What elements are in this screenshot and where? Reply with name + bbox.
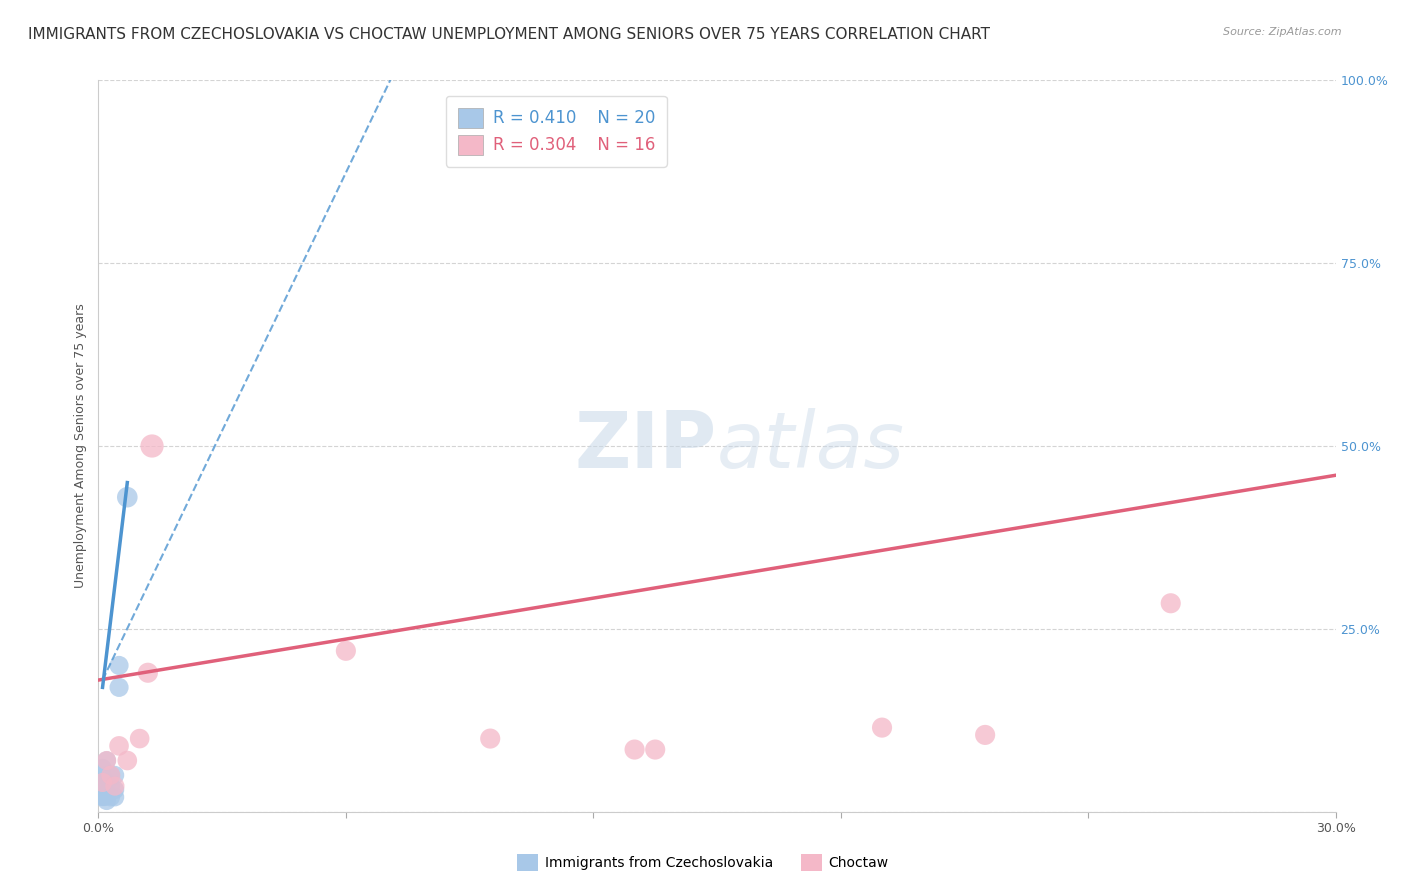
- Point: [974, 728, 997, 742]
- Y-axis label: Unemployment Among Seniors over 75 years: Unemployment Among Seniors over 75 years: [75, 303, 87, 589]
- Point: [108, 739, 131, 753]
- Point: [100, 768, 122, 782]
- Point: [100, 768, 122, 782]
- Point: [96, 754, 118, 768]
- Point: [91, 790, 114, 805]
- Text: atlas: atlas: [717, 408, 905, 484]
- Point: [91, 775, 114, 789]
- Point: [96, 754, 118, 768]
- Point: [1160, 596, 1182, 610]
- Legend: R = 0.410    N = 20, R = 0.304    N = 16: R = 0.410 N = 20, R = 0.304 N = 16: [446, 96, 666, 167]
- Point: [870, 721, 893, 735]
- Legend: Immigrants from Czechoslovakia, Choctaw: Immigrants from Czechoslovakia, Choctaw: [512, 848, 894, 876]
- Point: [104, 790, 127, 805]
- Point: [90, 790, 112, 805]
- Point: [128, 731, 150, 746]
- Point: [104, 782, 127, 797]
- Point: [117, 490, 139, 504]
- Point: [93, 775, 115, 789]
- Point: [335, 644, 357, 658]
- Point: [108, 681, 131, 695]
- Point: [100, 790, 122, 805]
- Point: [104, 768, 127, 782]
- Point: [91, 761, 114, 775]
- Point: [96, 775, 118, 789]
- Point: [644, 742, 666, 756]
- Point: [623, 742, 645, 756]
- Point: [108, 658, 131, 673]
- Point: [479, 731, 502, 746]
- Point: [100, 779, 122, 793]
- Text: IMMIGRANTS FROM CZECHOSLOVAKIA VS CHOCTAW UNEMPLOYMENT AMONG SENIORS OVER 75 YEA: IMMIGRANTS FROM CZECHOSLOVAKIA VS CHOCTA…: [28, 27, 990, 42]
- Point: [91, 775, 114, 789]
- Point: [141, 439, 163, 453]
- Point: [96, 794, 118, 808]
- Point: [104, 779, 127, 793]
- Point: [96, 787, 118, 801]
- Text: ZIP: ZIP: [575, 408, 717, 484]
- Point: [117, 754, 139, 768]
- Point: [90, 768, 112, 782]
- Point: [136, 665, 159, 680]
- Text: Source: ZipAtlas.com: Source: ZipAtlas.com: [1223, 27, 1341, 37]
- Point: [93, 790, 115, 805]
